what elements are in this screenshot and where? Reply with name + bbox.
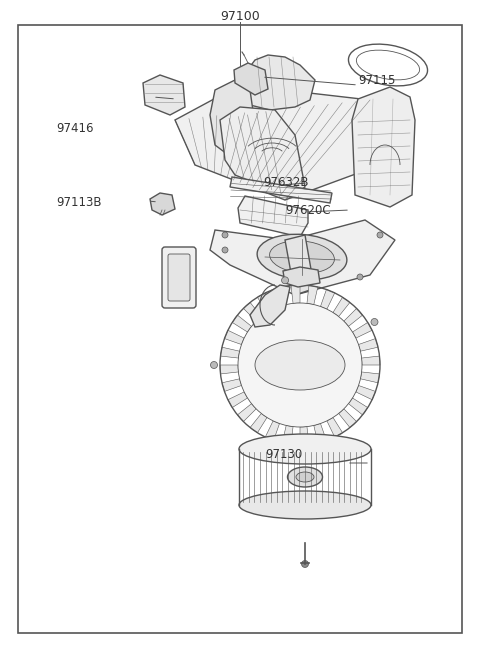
Circle shape bbox=[211, 362, 217, 369]
Ellipse shape bbox=[239, 434, 371, 464]
Text: 97100: 97100 bbox=[220, 10, 260, 24]
Polygon shape bbox=[237, 55, 315, 110]
Polygon shape bbox=[314, 424, 326, 443]
Polygon shape bbox=[230, 177, 332, 203]
Polygon shape bbox=[359, 339, 378, 351]
Polygon shape bbox=[285, 235, 312, 295]
Circle shape bbox=[222, 232, 228, 238]
Polygon shape bbox=[257, 293, 273, 312]
Polygon shape bbox=[234, 63, 268, 95]
Polygon shape bbox=[307, 286, 318, 305]
Ellipse shape bbox=[257, 234, 347, 280]
Text: 97115: 97115 bbox=[358, 73, 396, 86]
Polygon shape bbox=[352, 322, 372, 338]
Polygon shape bbox=[210, 80, 255, 160]
Polygon shape bbox=[321, 290, 335, 309]
Polygon shape bbox=[222, 379, 241, 392]
Ellipse shape bbox=[296, 472, 314, 482]
Circle shape bbox=[371, 318, 378, 326]
Polygon shape bbox=[327, 417, 343, 437]
Polygon shape bbox=[143, 75, 185, 115]
Ellipse shape bbox=[239, 491, 371, 519]
Polygon shape bbox=[150, 193, 175, 215]
Polygon shape bbox=[175, 85, 380, 200]
Polygon shape bbox=[265, 421, 279, 441]
Polygon shape bbox=[228, 392, 248, 407]
Polygon shape bbox=[291, 285, 300, 303]
FancyBboxPatch shape bbox=[162, 247, 196, 308]
Polygon shape bbox=[220, 365, 239, 374]
Polygon shape bbox=[344, 309, 362, 326]
Polygon shape bbox=[300, 426, 309, 445]
Ellipse shape bbox=[255, 340, 345, 390]
Polygon shape bbox=[333, 297, 350, 316]
Circle shape bbox=[377, 232, 383, 238]
Circle shape bbox=[282, 446, 288, 453]
Circle shape bbox=[282, 277, 288, 284]
Polygon shape bbox=[225, 330, 244, 345]
Circle shape bbox=[222, 247, 228, 253]
Text: 97416: 97416 bbox=[56, 121, 94, 134]
Polygon shape bbox=[220, 107, 305, 197]
Polygon shape bbox=[360, 372, 380, 383]
Polygon shape bbox=[282, 426, 293, 445]
Text: 97620C: 97620C bbox=[285, 204, 331, 217]
Polygon shape bbox=[356, 386, 375, 400]
Polygon shape bbox=[283, 267, 320, 287]
Polygon shape bbox=[361, 356, 380, 365]
Polygon shape bbox=[220, 347, 240, 358]
FancyBboxPatch shape bbox=[168, 254, 190, 301]
Ellipse shape bbox=[288, 467, 323, 487]
Polygon shape bbox=[238, 196, 308, 237]
Polygon shape bbox=[232, 315, 252, 332]
Polygon shape bbox=[352, 87, 415, 207]
Text: 97632B: 97632B bbox=[263, 176, 309, 189]
Polygon shape bbox=[210, 220, 395, 295]
Polygon shape bbox=[243, 303, 261, 321]
Circle shape bbox=[357, 274, 363, 280]
Circle shape bbox=[238, 303, 362, 427]
Polygon shape bbox=[250, 285, 290, 327]
Polygon shape bbox=[238, 403, 256, 422]
Ellipse shape bbox=[270, 241, 335, 273]
Text: 97130: 97130 bbox=[265, 449, 302, 462]
Polygon shape bbox=[339, 409, 357, 428]
Circle shape bbox=[301, 561, 309, 567]
Polygon shape bbox=[274, 287, 286, 307]
Text: 97113B: 97113B bbox=[56, 195, 101, 208]
Polygon shape bbox=[348, 398, 368, 415]
Polygon shape bbox=[250, 413, 267, 433]
